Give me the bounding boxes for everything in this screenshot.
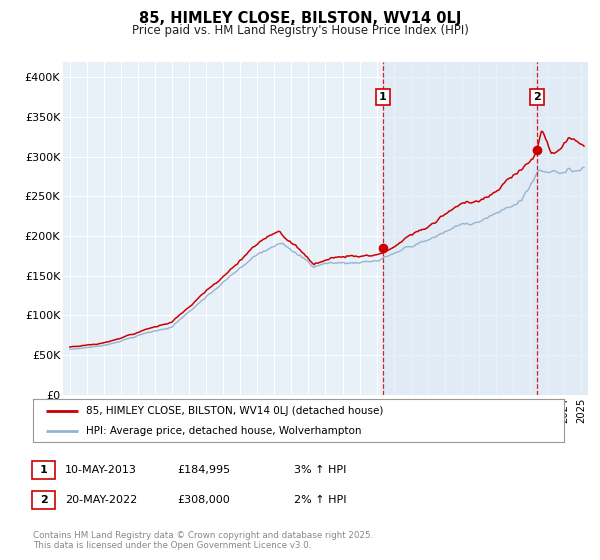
Text: 10-MAY-2013: 10-MAY-2013 xyxy=(65,465,137,475)
Text: 2: 2 xyxy=(40,495,47,505)
Text: £184,995: £184,995 xyxy=(177,465,230,475)
Bar xyxy=(383,62,588,395)
Text: 85, HIMLEY CLOSE, BILSTON, WV14 0LJ (detached house): 85, HIMLEY CLOSE, BILSTON, WV14 0LJ (det… xyxy=(86,405,383,416)
Text: 1: 1 xyxy=(379,92,386,102)
Text: 3% ↑ HPI: 3% ↑ HPI xyxy=(294,465,346,475)
Text: 1: 1 xyxy=(40,465,47,475)
Text: 20-MAY-2022: 20-MAY-2022 xyxy=(65,495,137,505)
Text: Price paid vs. HM Land Registry's House Price Index (HPI): Price paid vs. HM Land Registry's House … xyxy=(131,24,469,36)
Text: 2% ↑ HPI: 2% ↑ HPI xyxy=(294,495,347,505)
Text: Contains HM Land Registry data © Crown copyright and database right 2025.
This d: Contains HM Land Registry data © Crown c… xyxy=(33,531,373,550)
Text: 2: 2 xyxy=(533,92,541,102)
Text: HPI: Average price, detached house, Wolverhampton: HPI: Average price, detached house, Wolv… xyxy=(86,426,362,436)
Text: £308,000: £308,000 xyxy=(177,495,230,505)
Text: 85, HIMLEY CLOSE, BILSTON, WV14 0LJ: 85, HIMLEY CLOSE, BILSTON, WV14 0LJ xyxy=(139,11,461,26)
